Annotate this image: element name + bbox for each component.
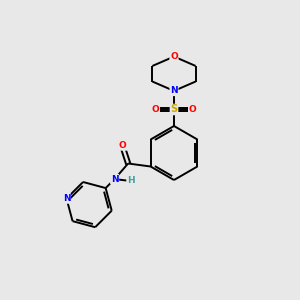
Text: H: H bbox=[127, 176, 135, 185]
Text: O: O bbox=[170, 52, 178, 61]
Text: N: N bbox=[111, 175, 119, 184]
Text: N: N bbox=[63, 194, 70, 203]
Text: S: S bbox=[170, 104, 178, 115]
Text: N: N bbox=[170, 86, 178, 95]
Text: O: O bbox=[119, 141, 127, 150]
Text: O: O bbox=[152, 105, 159, 114]
Text: O: O bbox=[189, 105, 196, 114]
